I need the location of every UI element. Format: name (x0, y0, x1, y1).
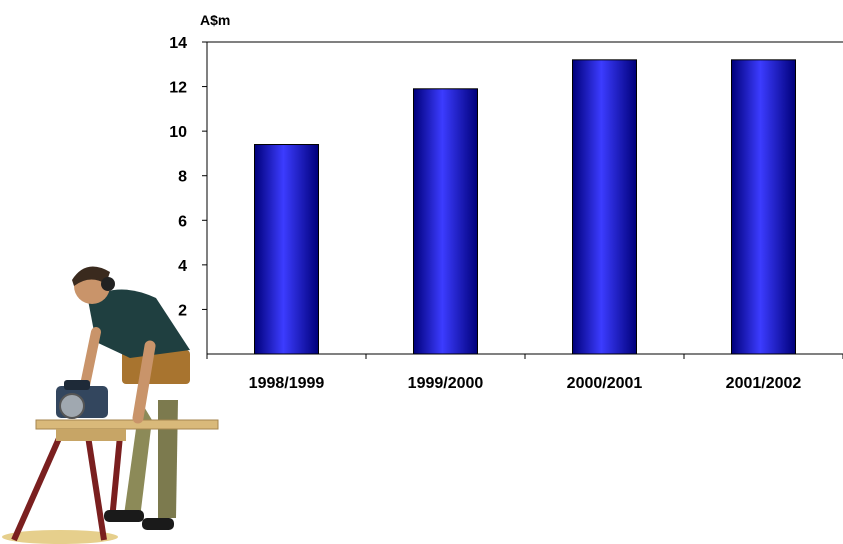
y-tick-label: 4 (178, 258, 187, 275)
y-tick-label: 2 (178, 302, 187, 319)
x-tick-label: 1998/1999 (249, 375, 325, 392)
y-tick-label: 14 (169, 35, 187, 52)
y-axis-unit-label: A$m (200, 12, 230, 28)
y-tick-label: 10 (169, 124, 187, 141)
y-tick-label: 6 (178, 213, 187, 230)
bar (254, 144, 319, 355)
x-tick-label: 2001/2002 (726, 375, 802, 392)
y-tick-label: 8 (178, 169, 187, 186)
bar (572, 59, 637, 355)
x-tick-label: 2000/2001 (567, 375, 643, 392)
y-tick-label: 12 (169, 80, 187, 97)
bar (413, 88, 478, 355)
worker-sawing-wood-icon (2, 266, 219, 544)
bar (731, 59, 796, 355)
x-tick-label: 1999/2000 (408, 375, 484, 392)
